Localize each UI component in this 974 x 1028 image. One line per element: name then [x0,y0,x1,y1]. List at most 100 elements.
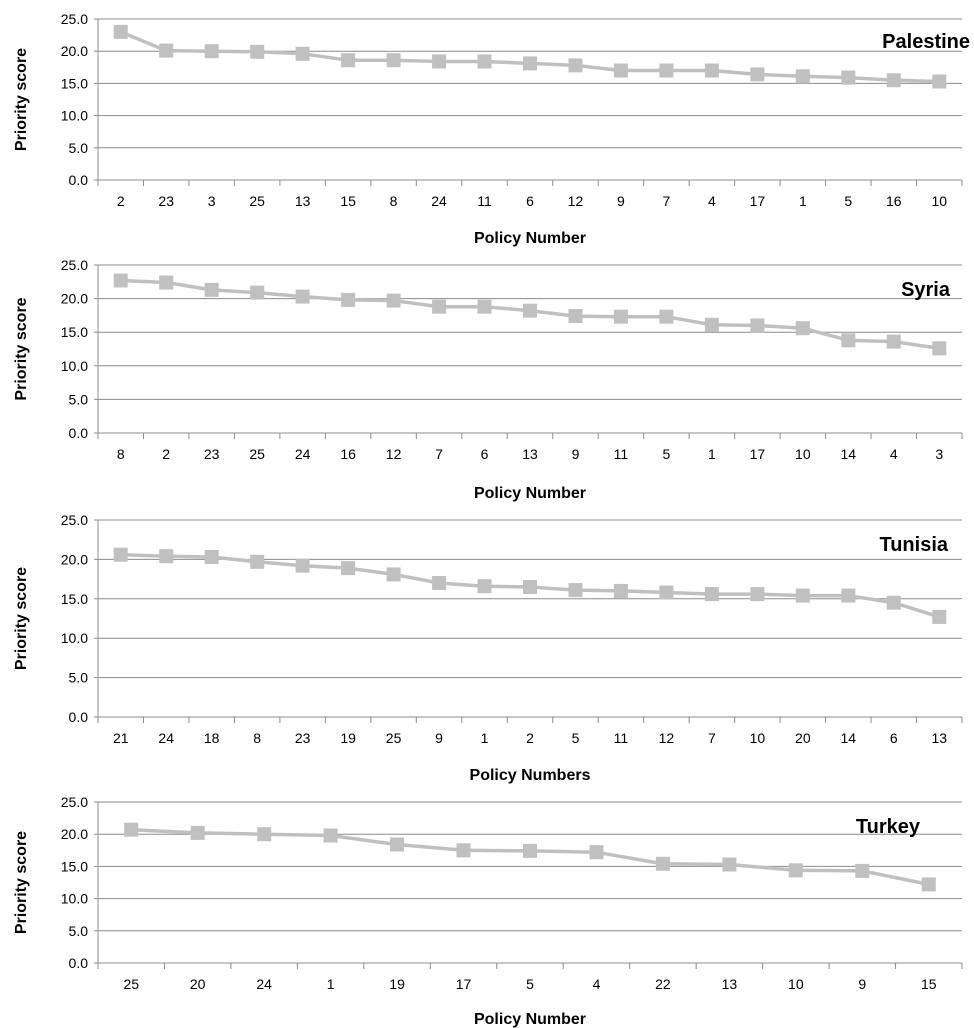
chart-title: Syria [901,279,951,301]
x-tick-label: 20 [795,730,811,746]
data-point [250,285,265,300]
x-tick-label: 23 [158,193,174,209]
x-tick-label: 3 [935,446,943,462]
data-point [613,583,628,598]
x-tick-label: 14 [841,446,857,462]
data-point [323,828,338,843]
y-axis-label: Priority score [13,48,30,151]
x-tick-label: 25 [249,193,265,209]
data-point [523,580,537,594]
x-tick-label: 10 [750,730,766,746]
x-tick-label: 24 [256,976,272,992]
data-point [432,576,447,590]
x-tick-label: 10 [788,976,804,992]
y-tick-label: 15.0 [61,858,88,874]
data-point [295,289,310,304]
data-point [932,341,947,356]
data-point [386,567,401,582]
x-tick-label: 20 [190,976,206,992]
x-tick-label: 5 [572,730,580,746]
data-point [855,863,870,878]
data-point [722,857,737,872]
x-tick-label: 1 [799,193,807,209]
x-tick-label: 3 [208,193,216,209]
x-tick-label: 8 [253,730,261,746]
data-point [704,317,719,332]
y-tick-label: 0.0 [69,425,89,441]
data-point [659,63,674,78]
data-point [477,54,492,69]
x-tick-label: 9 [572,446,580,462]
x-tick-label: 6 [890,730,898,746]
x-tick-label: 5 [663,446,671,462]
x-tick-label: 9 [617,193,625,209]
y-axis-label: Priority score [13,831,30,934]
chart-turkey: Priority score Policy Number 0.0 5.0 10.0 1… [13,794,963,1028]
data-point [788,863,803,878]
data-point [568,583,583,598]
data-point [659,309,674,324]
data-point [659,585,674,600]
y-tick-label: 25.0 [61,794,88,810]
x-tick-label: 8 [390,193,398,209]
y-axis-label: Priority score [13,567,30,670]
data-point [523,303,537,318]
x-tick-label: 18 [204,730,220,746]
x-tick-label: 12 [386,446,402,462]
x-tick-label: 7 [708,730,716,746]
x-tick-label: 2 [526,730,534,746]
y-tick-label: 25.0 [61,512,88,528]
data-point [295,46,310,61]
x-tick-label: 19 [389,976,405,992]
x-tick-label: 16 [886,193,902,209]
x-tick-label: 24 [158,730,174,746]
x-tick-label: 1 [708,446,716,462]
data-point [932,609,947,624]
chart-palestine: Priority score Policy Number 0.0 5.0 10.0 1… [13,11,970,247]
data-point [750,587,765,602]
data-point [932,74,947,89]
data-point [589,845,604,860]
data-point [295,558,310,573]
y-tick-label: 20.0 [61,826,88,842]
x-tick-label: 25 [249,446,265,462]
data-point [257,827,272,842]
x-tick-label: 9 [435,730,443,746]
x-tick-label: 6 [481,446,489,462]
y-tick-label: 15.0 [61,591,88,607]
data-point [159,549,174,564]
data-point [341,561,356,576]
data-point [250,44,265,59]
x-tick-label: 8 [117,446,125,462]
data-point [795,588,810,603]
x-tick-label: 11 [477,193,492,209]
data-point [113,547,128,562]
x-tick-label: 24 [295,446,311,462]
y-tick-label: 15.0 [61,75,88,91]
data-point [432,54,447,69]
y-tick-label: 10.0 [61,630,88,646]
data-point [750,67,765,82]
data-point [341,292,356,307]
x-tick-label: 15 [921,976,937,992]
x-tick-label: 23 [204,446,220,462]
x-tick-label: 16 [340,446,356,462]
data-point [886,595,901,610]
y-tick-label: 5.0 [69,140,89,156]
data-point [523,843,537,858]
x-tick-label: 6 [526,193,534,209]
chart-syria: Priority score Policy Number 0.0 5.0 10.0 1… [13,257,963,502]
y-tick-label: 25.0 [61,257,88,273]
data-point [795,69,810,84]
x-tick-label: 9 [858,976,866,992]
x-tick-label: 24 [431,193,447,209]
x-tick-label: 4 [890,446,898,462]
data-point [204,282,219,297]
data-point [841,588,856,603]
x-tick-label: 7 [435,446,443,462]
x-tick-label: 4 [593,976,601,992]
data-point [341,53,356,68]
y-tick-label: 20.0 [61,551,88,567]
data-point [204,44,219,59]
